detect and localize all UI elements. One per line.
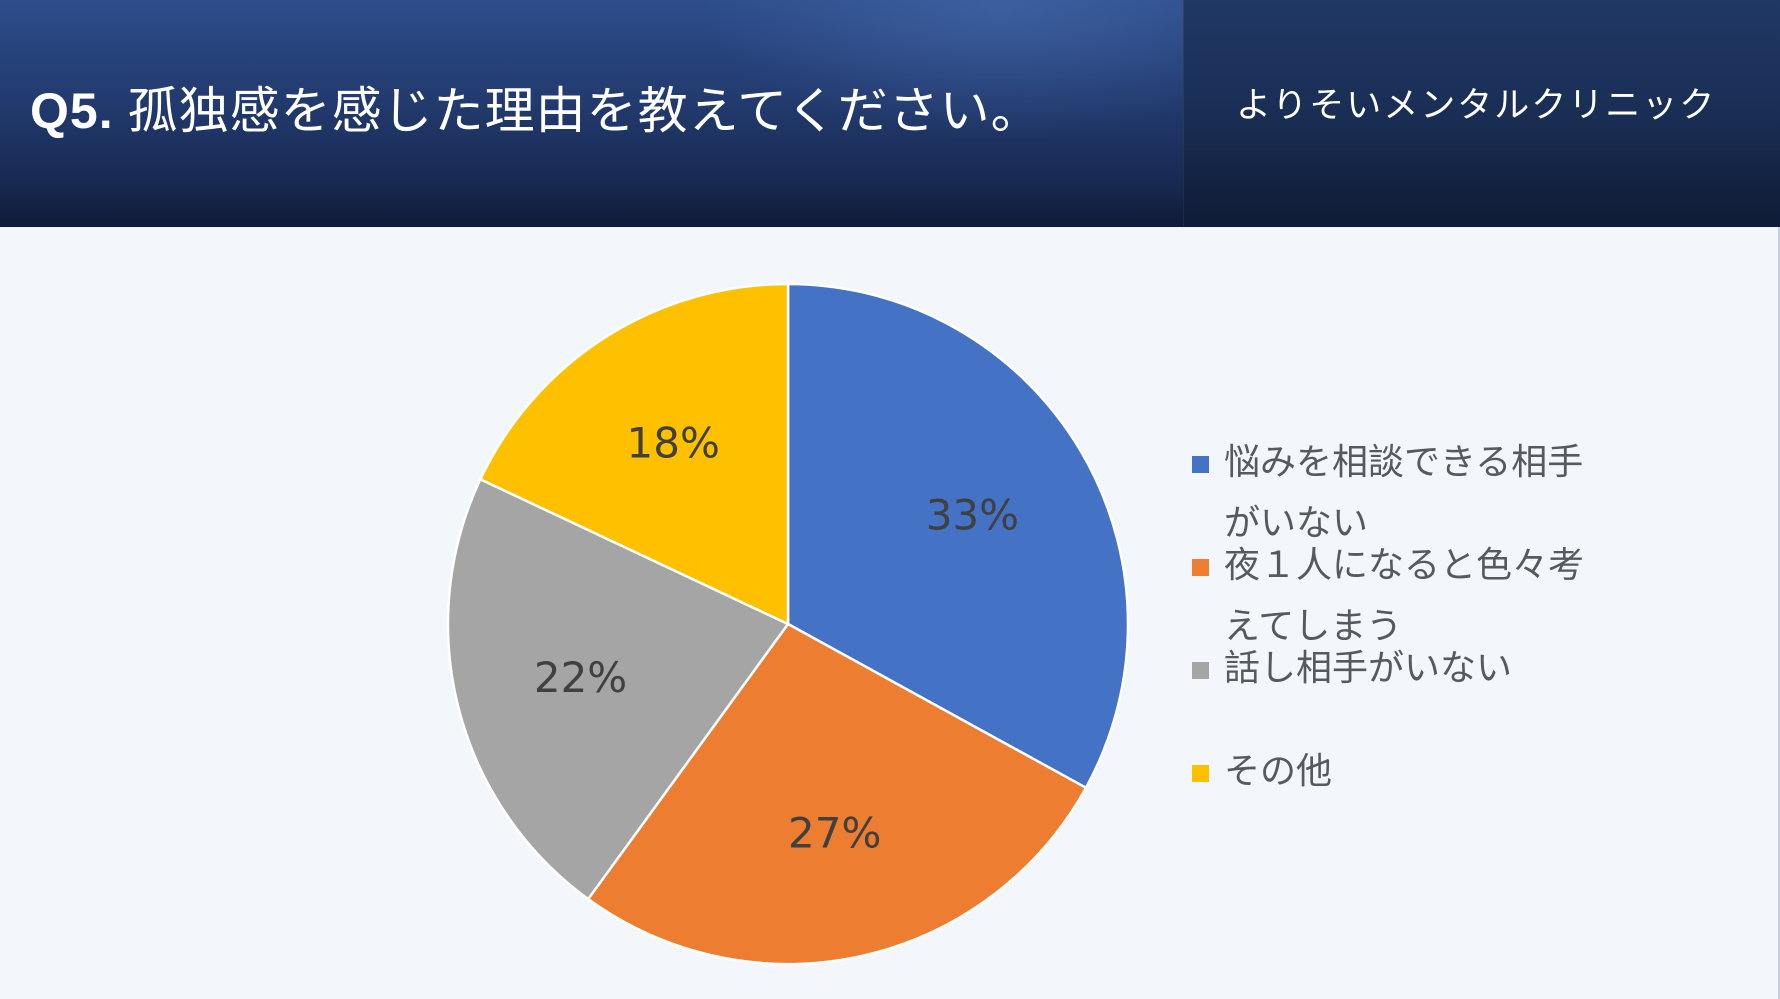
legend-label-1: 悩みを相談できる相手がいない bbox=[1224, 442, 1584, 544]
legend-label-4: その他 bbox=[1224, 751, 1333, 792]
question-text: 孤独感を感じた理由を教えてください。 bbox=[127, 82, 1042, 140]
legend-swatch-3 bbox=[1192, 662, 1209, 679]
pie-slices bbox=[446, 282, 1130, 966]
pie-data-label-4: 18% bbox=[627, 419, 720, 468]
pie-data-label-2: 27% bbox=[788, 809, 881, 858]
legend-item-1: 悩みを相談できる相手がいない bbox=[1192, 432, 1612, 544]
legend-item-2: 夜１人になると色々考えてしまう bbox=[1192, 535, 1612, 647]
header-right-panel bbox=[1183, 0, 1780, 227]
legend-swatch-1 bbox=[1192, 456, 1209, 473]
pie-slice-4 bbox=[478, 282, 790, 626]
legend-swatch-4 bbox=[1192, 765, 1209, 782]
clinic-name: よりそいメンタルクリニック bbox=[1236, 86, 1717, 126]
legend-item-4: その他 bbox=[1192, 741, 1612, 844]
pie-data-label-3: 22% bbox=[534, 653, 627, 702]
pie-data-labels: 33% 27% 22% 18% bbox=[534, 419, 1019, 858]
legend-label-3: 話し相手がいない bbox=[1224, 648, 1513, 689]
legend-swatch-2 bbox=[1192, 559, 1209, 576]
chart-legend: 悩みを相談できる相手がいない 夜１人になると色々考えてしまう 話し相手がいない その他 bbox=[1192, 432, 1612, 844]
page-title: Q5. 孤独感を感じた理由を教えてください。 bbox=[30, 76, 1042, 146]
slide-edge bbox=[1778, 227, 1780, 999]
header-banner: Q5. 孤独感を感じた理由を教えてください。 よりそいメンタルクリニック bbox=[0, 0, 1780, 227]
legend-label-2: 夜１人になると色々考えてしまう bbox=[1224, 545, 1585, 647]
pie-data-label-1: 33% bbox=[926, 490, 1019, 539]
legend-item-3: 話し相手がいない bbox=[1192, 638, 1612, 741]
pie-slice-2 bbox=[586, 622, 1088, 966]
pie-slice-1 bbox=[786, 282, 1130, 790]
question-number: Q5. bbox=[30, 83, 114, 139]
